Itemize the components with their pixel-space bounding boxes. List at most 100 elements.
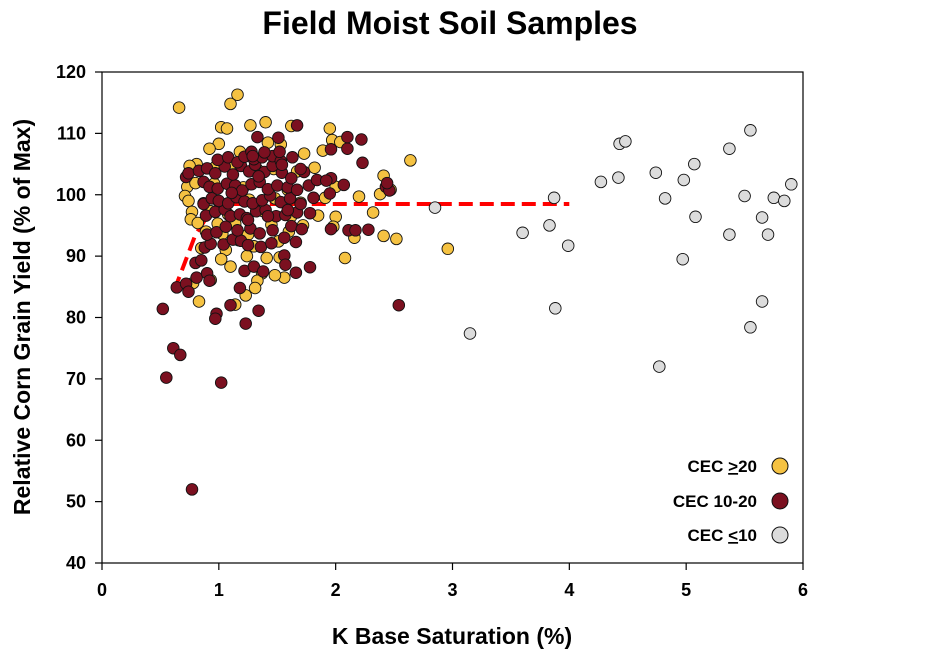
data-point: [761, 228, 775, 241]
data-point: [778, 194, 791, 208]
data-point: [203, 142, 216, 155]
fit-line: [172, 202, 570, 291]
data-point: [156, 302, 170, 316]
y-tick-label: 90: [66, 246, 86, 266]
data-point: [543, 219, 556, 232]
data-point: [349, 224, 362, 237]
legend-label: CEC 10-20: [673, 492, 757, 511]
data-point: [192, 295, 206, 308]
data-point: [324, 143, 338, 156]
data-point: [174, 348, 187, 362]
data-point: [254, 240, 268, 254]
x-tick-label: 6: [798, 580, 808, 600]
legend-label-part: >: [728, 457, 738, 476]
data-point: [182, 167, 195, 180]
data-point: [190, 271, 203, 284]
data-point: [214, 252, 228, 266]
data-point: [285, 171, 298, 185]
data-point: [323, 122, 337, 135]
data-point: [241, 238, 255, 252]
data-point: [380, 176, 394, 190]
y-tick-label: 120: [56, 62, 86, 82]
data-point: [271, 179, 284, 192]
data-point: [210, 225, 223, 239]
data-point: [767, 191, 781, 205]
data-point: [273, 145, 286, 159]
data-point: [676, 252, 689, 266]
data-point: [755, 211, 769, 224]
data-point: [653, 360, 666, 373]
y-tick-label: 50: [66, 492, 86, 512]
data-point: [275, 158, 289, 171]
chart-title: Field Moist Soil Samples: [262, 5, 637, 41]
data-point: [688, 157, 701, 171]
data-point: [244, 119, 257, 132]
data-point: [561, 239, 575, 252]
data-point: [290, 183, 304, 197]
data-point: [191, 216, 205, 230]
data-points-layer: [156, 88, 798, 496]
data-point: [224, 298, 237, 312]
data-point: [259, 116, 272, 129]
data-point: [362, 223, 375, 236]
legend-label-part: 20: [738, 457, 757, 476]
data-point: [377, 229, 390, 243]
data-point: [256, 265, 270, 278]
data-point: [689, 210, 702, 224]
legend-label-part: CEC 10-20: [673, 492, 757, 511]
data-point: [209, 312, 222, 325]
data-point: [286, 151, 299, 164]
data-point: [246, 149, 259, 163]
data-point: [224, 97, 237, 111]
data-point: [211, 153, 224, 167]
data-point: [258, 146, 271, 159]
data-point: [224, 260, 237, 273]
data-point: [612, 171, 625, 184]
x-tick-label: 0: [97, 580, 107, 600]
data-point: [260, 251, 273, 265]
data-point: [738, 189, 751, 203]
data-point: [307, 191, 320, 205]
legend-label-part: <: [728, 526, 738, 545]
data-point: [278, 231, 291, 244]
data-point: [338, 251, 352, 265]
data-point: [182, 285, 195, 298]
data-point: [203, 274, 216, 287]
data-point: [214, 376, 228, 389]
data-point: [241, 213, 255, 227]
data-point: [231, 224, 244, 237]
legend-marker: [771, 526, 789, 544]
x-tick-label: 5: [681, 580, 691, 600]
data-point: [355, 133, 368, 146]
x-axis-ticks: 0 1 2 3 4 5 6: [97, 563, 808, 600]
data-point: [549, 302, 562, 315]
data-point: [785, 178, 798, 191]
data-point: [723, 142, 736, 155]
data-point: [195, 254, 208, 267]
legend: CEC >20 CEC 10-20 CEC <10: [673, 457, 789, 545]
data-point: [341, 142, 354, 155]
data-point: [723, 228, 736, 241]
data-point: [428, 201, 442, 214]
data-point: [303, 206, 317, 220]
x-tick-label: 4: [564, 580, 574, 600]
fit-line-layer: [172, 202, 570, 291]
data-point: [252, 304, 265, 317]
data-point: [341, 130, 354, 144]
data-point: [272, 131, 285, 144]
data-point: [303, 260, 317, 274]
data-point: [160, 371, 173, 384]
data-point: [268, 268, 282, 282]
data-point: [225, 186, 238, 200]
data-point: [279, 258, 292, 271]
x-axis-title: K Base Saturation (%): [332, 623, 572, 649]
legend-label-part: CEC: [688, 526, 729, 545]
data-point: [356, 156, 369, 170]
data-point: [172, 101, 186, 114]
legend-marker: [771, 457, 789, 475]
data-point: [547, 191, 561, 205]
x-tick-label: 2: [331, 580, 341, 600]
data-point: [744, 124, 757, 137]
data-point: [308, 161, 321, 174]
legend-label: CEC >20: [688, 457, 757, 476]
